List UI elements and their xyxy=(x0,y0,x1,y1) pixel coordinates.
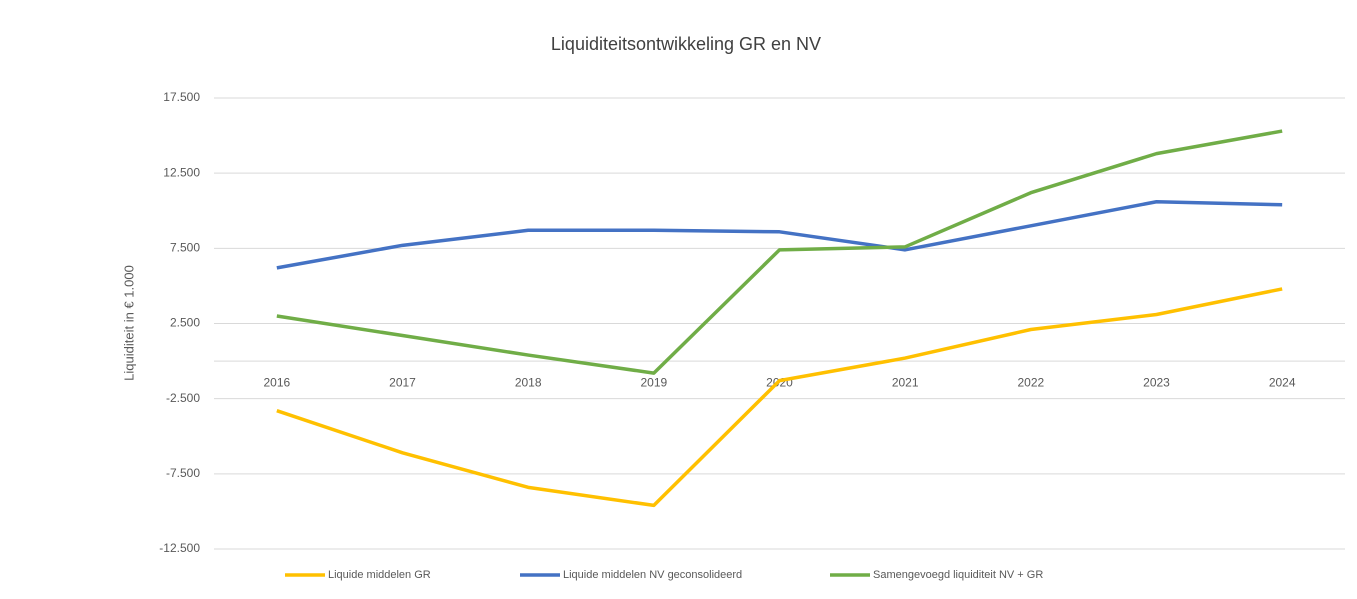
y-tick-label: 2.500 xyxy=(170,316,200,330)
y-tick-label: 7.500 xyxy=(170,241,200,255)
series-line xyxy=(276,287,1283,508)
x-tick-label: 2021 xyxy=(892,375,919,389)
x-tick-label: 2017 xyxy=(389,375,416,389)
series-line xyxy=(276,199,1283,270)
x-tick-label: 2022 xyxy=(1017,375,1044,389)
x-tick-label: 2023 xyxy=(1143,375,1170,389)
y-axis-label: Liquiditeit in € 1.000 xyxy=(121,265,136,381)
y-tick-label: 17.500 xyxy=(163,90,200,104)
y-tick-label: -12.500 xyxy=(159,541,200,555)
x-tick-label: 2018 xyxy=(515,375,542,389)
chart-title: Liquiditeitsontwikkeling GR en NV xyxy=(551,34,821,54)
legend-label: Liquide middelen NV geconsolideerd xyxy=(563,569,742,581)
legend-label: Liquide middelen GR xyxy=(328,569,431,581)
y-tick-label: 12.500 xyxy=(163,165,200,179)
x-tick-label: 2024 xyxy=(1269,375,1296,389)
y-tick-label: -7.500 xyxy=(166,466,200,480)
x-tick-label: 2016 xyxy=(263,375,290,389)
y-tick-label: -2.500 xyxy=(166,391,200,405)
series-line xyxy=(276,129,1283,375)
legend-label: Samengevoegd liquiditeit NV + GR xyxy=(873,569,1043,581)
x-tick-label: 2019 xyxy=(640,375,667,389)
